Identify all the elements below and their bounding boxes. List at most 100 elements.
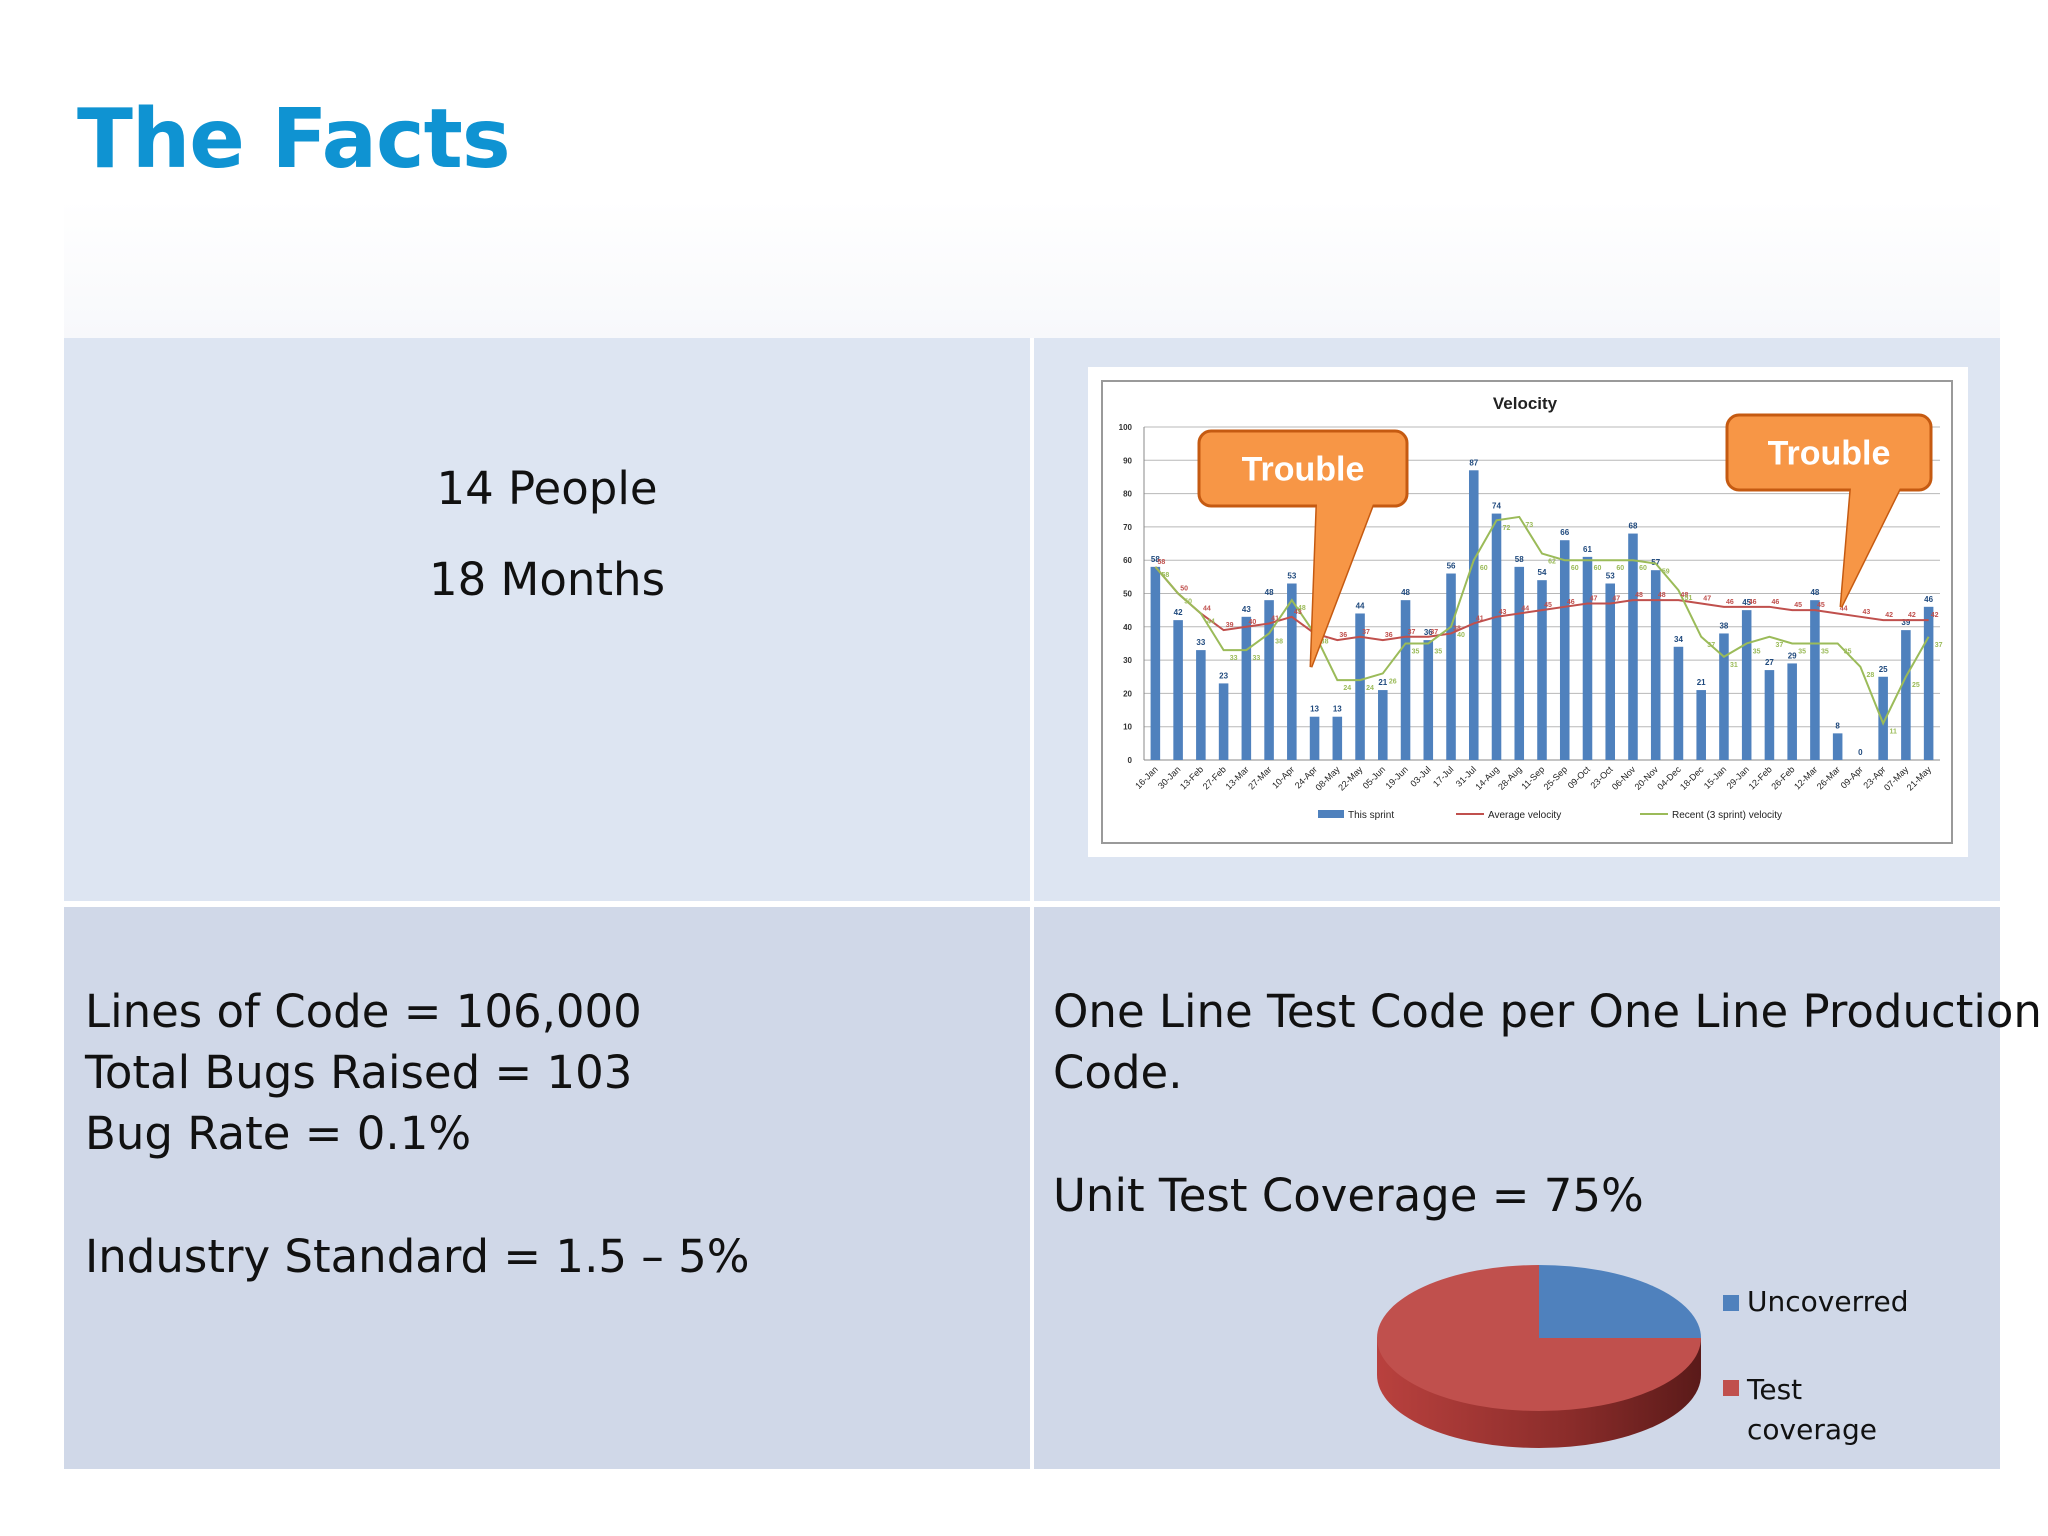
legend-label-this-sprint: This sprint <box>1348 810 1394 821</box>
trouble-callout-2-label: Trouble <box>1768 435 1891 473</box>
y-tick-label: 50 <box>1123 590 1132 599</box>
test-code-ratio-line2: Code. <box>1053 1046 1183 1099</box>
velocity-bar <box>1264 600 1274 760</box>
bar-value-label: 58 <box>1515 555 1524 564</box>
average-value-label: 40 <box>1248 619 1256 626</box>
velocity-bar <box>1309 716 1320 760</box>
recent-value-label: 26 <box>1389 678 1397 685</box>
recent-value-label: 33 <box>1252 655 1260 662</box>
average-value-label: 45 <box>1544 602 1552 609</box>
project-duration: 18 Months <box>428 553 666 606</box>
pie-slice-uncovered <box>1539 1265 1701 1338</box>
recent-value-label: 11 <box>1889 728 1897 735</box>
total-bugs: Total Bugs Raised = 103 <box>85 1046 633 1099</box>
recent-value-label: 31 <box>1730 662 1738 669</box>
recent-value-label: 44 <box>1207 618 1215 625</box>
recent-value-label: 48 <box>1298 605 1306 612</box>
velocity-bar <box>1719 633 1729 760</box>
recent-value-label: 40 <box>1457 632 1465 639</box>
bar-value-label: 39 <box>1901 618 1910 627</box>
legend-label-uncovered: Uncoverred <box>1747 1285 1909 1318</box>
y-tick-label: 10 <box>1123 723 1132 732</box>
bar-value-label: 21 <box>1378 678 1387 687</box>
recent-value-label: 60 <box>1480 565 1488 572</box>
bar-value-label: 23 <box>1219 671 1228 680</box>
bar-value-label: 68 <box>1629 522 1638 531</box>
recent-value-label: 24 <box>1366 685 1374 692</box>
bar-value-label: 45 <box>1742 598 1751 607</box>
velocity-bar <box>1196 650 1206 760</box>
average-value-label: 42 <box>1885 612 1893 619</box>
bar-value-label: 42 <box>1174 608 1183 617</box>
bar-value-label: 0 <box>1858 748 1863 757</box>
average-value-label: 45 <box>1794 602 1802 609</box>
average-velocity-line <box>1154 566 1929 642</box>
average-value-label: 42 <box>1931 612 1939 619</box>
velocity-bar <box>1628 533 1638 760</box>
y-tick-label: 70 <box>1123 523 1132 532</box>
recent-value-label: 35 <box>1821 648 1829 655</box>
average-value-label: 46 <box>1772 599 1780 606</box>
recent-value-label: 60 <box>1571 565 1579 572</box>
bug-rate: Bug Rate = 0.1% <box>85 1107 472 1160</box>
average-value-label: 41 <box>1476 615 1484 622</box>
average-value-label: 45 <box>1817 602 1825 609</box>
recent-value-label: 38 <box>1321 638 1329 645</box>
recent-value-label: 37 <box>1935 642 1943 649</box>
velocity-bar <box>1901 630 1911 760</box>
average-value-label: 39 <box>1226 622 1234 629</box>
recent-value-label: 58 <box>1161 572 1169 579</box>
recent-value-label: 28 <box>1867 672 1875 679</box>
bar-value-label: 27 <box>1765 658 1774 667</box>
velocity-bar <box>1241 616 1252 760</box>
table-header-band <box>64 200 2000 338</box>
velocity-bar <box>1764 670 1775 760</box>
recent-value-label: 37 <box>1776 642 1784 649</box>
recent-value-label: 25 <box>1912 682 1920 689</box>
bar-value-label: 56 <box>1447 562 1456 571</box>
y-tick-label: 0 <box>1128 756 1133 765</box>
recent-value-label: 33 <box>1230 655 1238 662</box>
recent-value-label: 73 <box>1525 522 1533 529</box>
recent-value-label: 60 <box>1616 565 1624 572</box>
bar-value-label: 33 <box>1196 638 1205 647</box>
velocity-bar <box>1400 600 1411 760</box>
velocity-bar <box>1696 690 1706 760</box>
code-stats-cell: Lines of Code = 106,000 Total Bugs Raise… <box>64 907 1030 1469</box>
average-value-label: 48 <box>1635 592 1643 599</box>
y-tick-label: 80 <box>1123 490 1132 499</box>
trouble-callout-2-pointer-fill <box>1841 488 1900 607</box>
bar-value-label: 54 <box>1538 568 1547 577</box>
bar-value-label: 48 <box>1265 588 1274 597</box>
velocity-bar <box>1650 570 1661 760</box>
bar-value-label: 44 <box>1356 601 1365 610</box>
velocity-bar <box>1332 716 1343 760</box>
average-value-label: 50 <box>1180 586 1188 593</box>
page-title: The Facts <box>77 92 511 187</box>
bar-value-label: 53 <box>1606 572 1615 581</box>
average-value-label: 46 <box>1726 599 1734 606</box>
average-value-label: 48 <box>1658 592 1666 599</box>
velocity-bar <box>1741 610 1752 760</box>
bar-value-label: 38 <box>1719 621 1728 630</box>
people-count: 14 People <box>436 462 658 515</box>
bar-value-label: 58 <box>1151 555 1160 564</box>
average-value-label: 48 <box>1681 592 1689 599</box>
velocity-bar <box>1468 470 1479 760</box>
average-value-label: 46 <box>1567 599 1575 606</box>
bar-value-label: 53 <box>1287 572 1296 581</box>
y-tick-label: 60 <box>1123 556 1132 565</box>
legend-label-average: Average velocity <box>1488 810 1561 821</box>
average-value-label: 47 <box>1612 595 1620 602</box>
trouble-callout-1-box <box>1197 429 1409 508</box>
legend-swatch-this-sprint <box>1318 810 1344 818</box>
y-tick-label: 90 <box>1123 456 1132 465</box>
recent-value-label: 72 <box>1503 525 1511 532</box>
bar-value-label: 34 <box>1674 635 1683 644</box>
recent-value-label: 59 <box>1662 569 1670 576</box>
industry-standard: Industry Standard = 1.5 – 5% <box>85 1230 750 1283</box>
trouble-callout-2-box <box>1725 413 1933 492</box>
velocity-bar <box>1173 620 1183 760</box>
velocity-bar <box>1832 733 1843 760</box>
average-value-label: 58 <box>1157 559 1165 566</box>
